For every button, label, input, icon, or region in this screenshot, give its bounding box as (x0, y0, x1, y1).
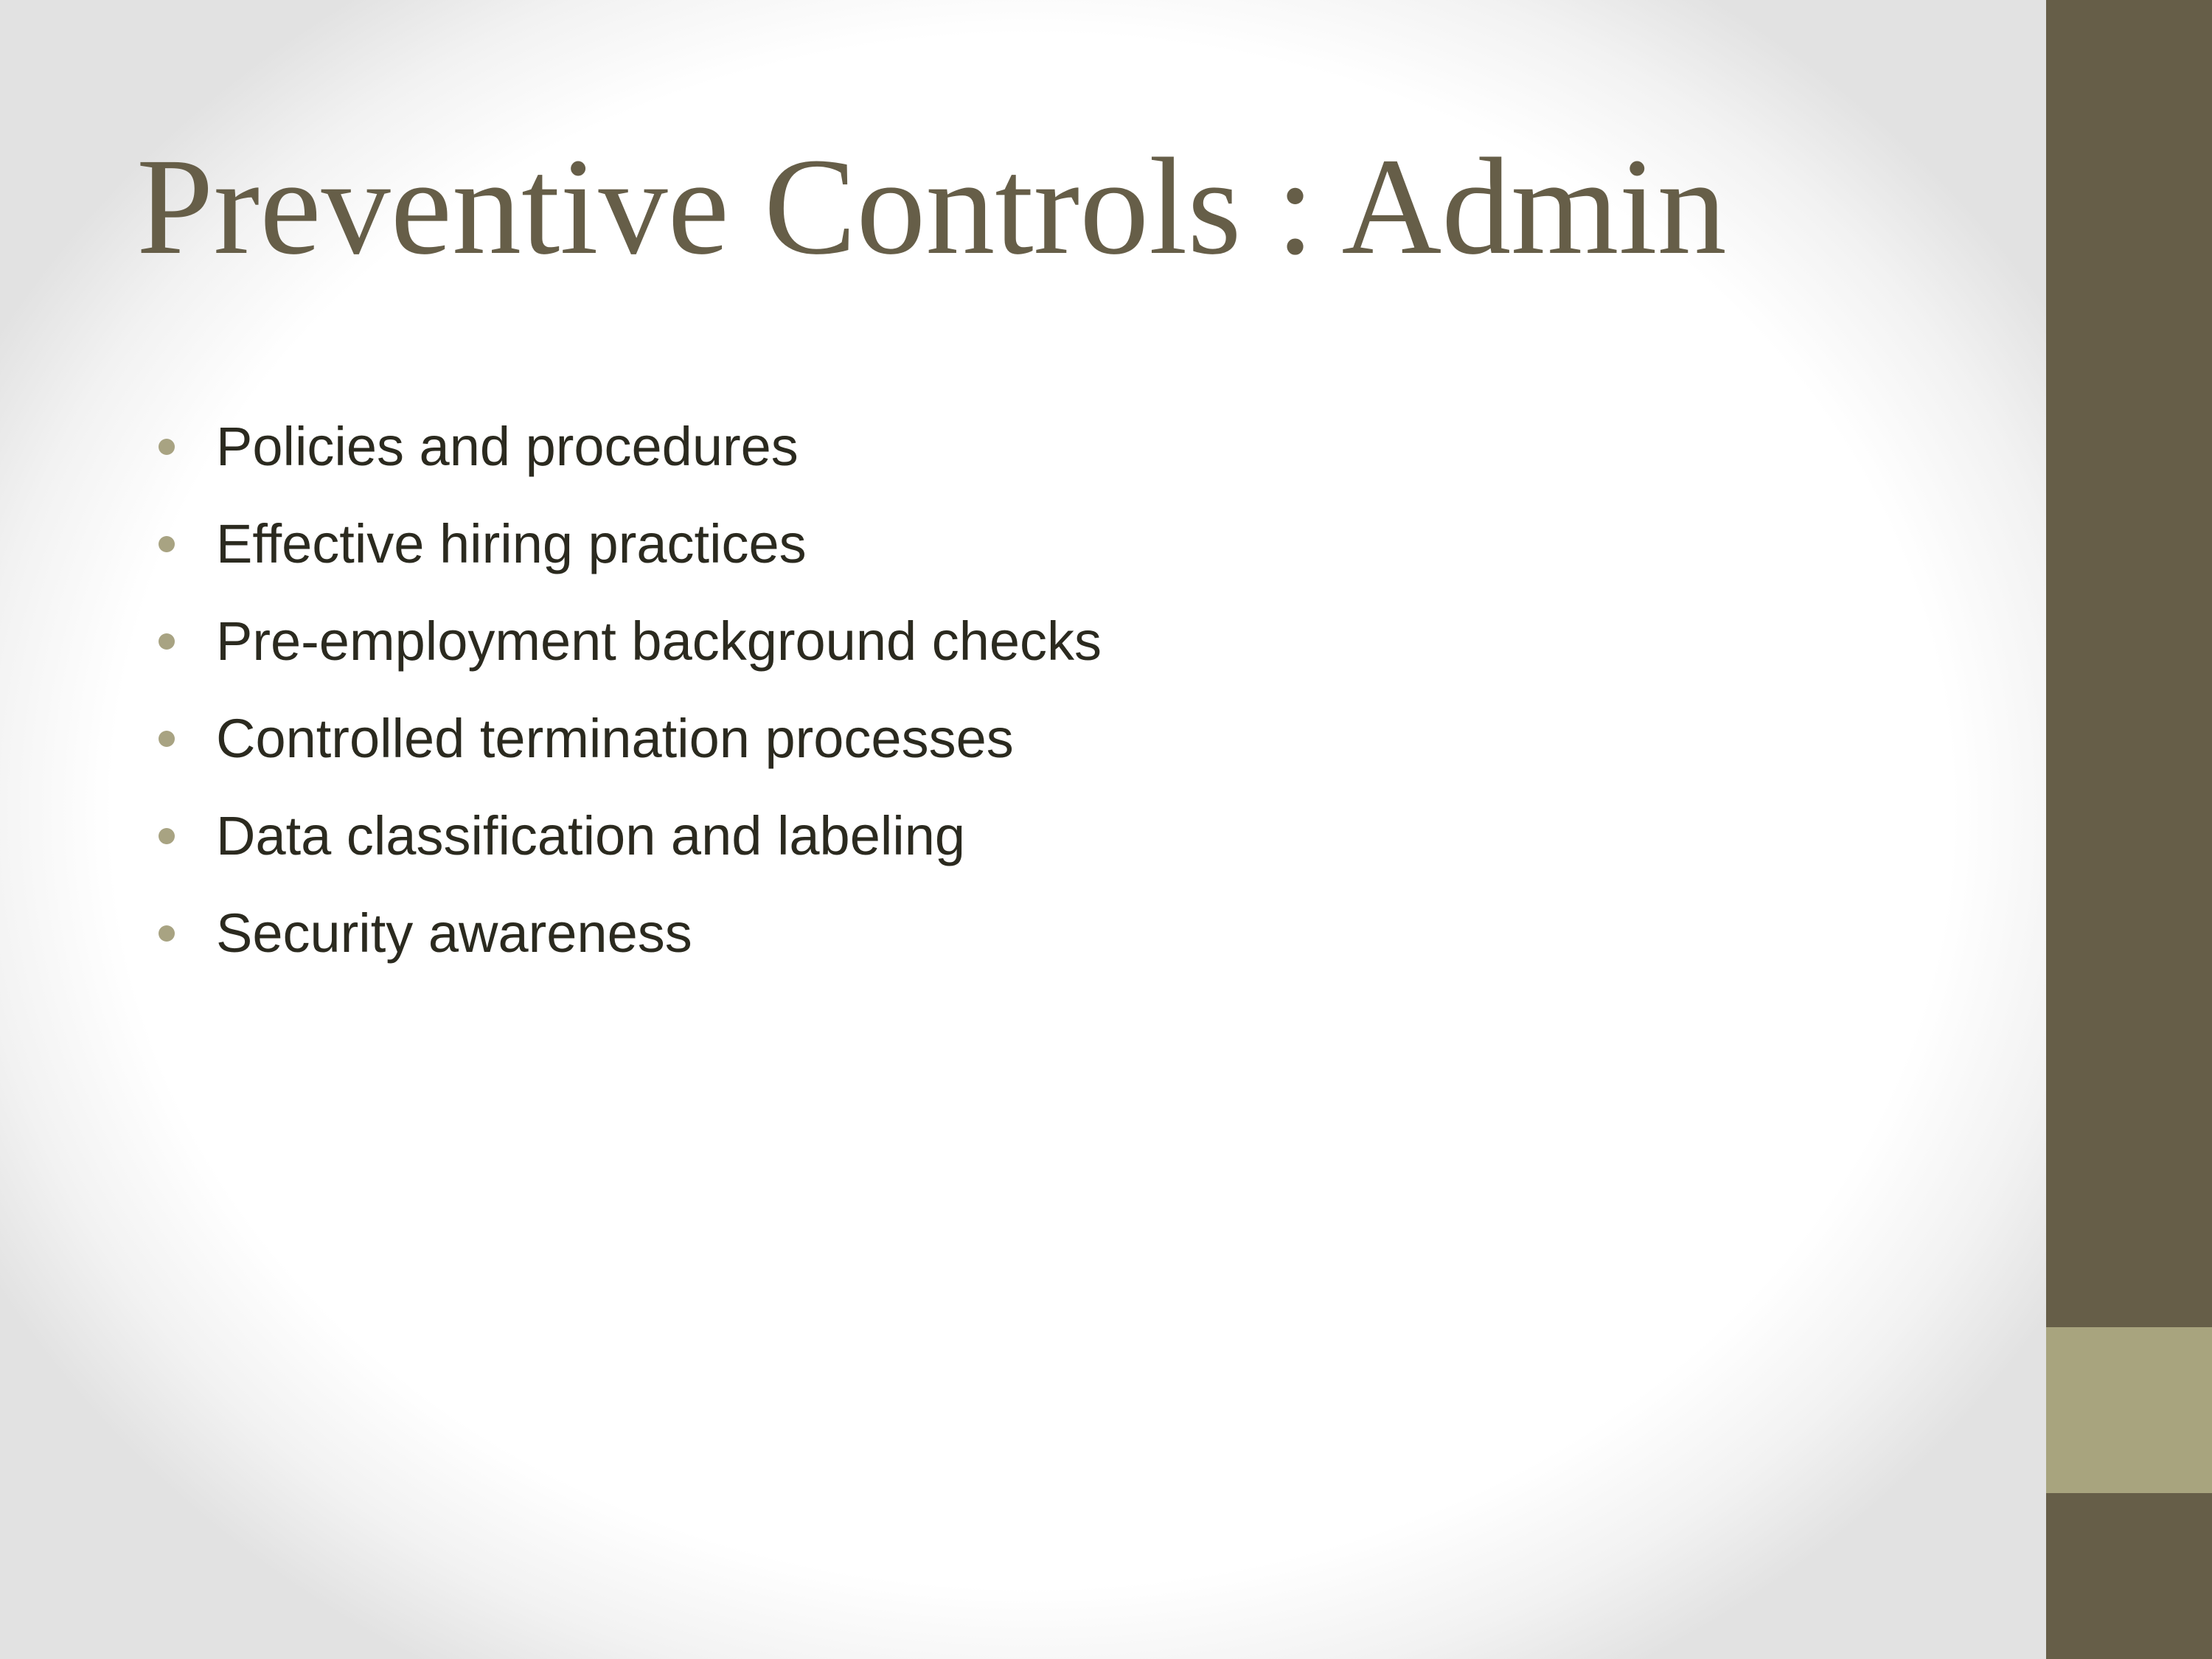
bullet-dot-icon (159, 828, 175, 844)
list-item: Policies and procedures (159, 398, 1928, 495)
bullet-dot-icon (159, 925, 175, 942)
side-bar-accent (2046, 1327, 2212, 1493)
bullet-dot-icon (159, 439, 175, 455)
bullet-text: Effective hiring practices (216, 513, 807, 574)
bullet-dot-icon (159, 633, 175, 650)
list-item: Pre-employment background checks (159, 593, 1928, 690)
list-item: Data classification and labeling (159, 787, 1928, 885)
list-item: Controlled termination processes (159, 690, 1928, 787)
bullet-text: Data classification and labeling (216, 805, 966, 866)
side-bar (2046, 0, 2212, 1659)
list-item: Security awareness (159, 885, 1928, 982)
bullet-dot-icon (159, 536, 175, 552)
bullet-text: Security awareness (216, 902, 692, 964)
side-bar-top (2046, 0, 2212, 1327)
bullet-text: Controlled termination processes (216, 708, 1014, 769)
list-item: Effective hiring practices (159, 495, 1928, 593)
side-bar-bottom (2046, 1493, 2212, 1659)
bullet-text: Policies and procedures (216, 416, 799, 477)
bullet-list: Policies and procedures Effective hiring… (159, 398, 1928, 982)
bullet-text: Pre-employment background checks (216, 611, 1102, 672)
bullet-dot-icon (159, 731, 175, 747)
slide-title: Preventive Controls : Admin (136, 129, 1727, 283)
